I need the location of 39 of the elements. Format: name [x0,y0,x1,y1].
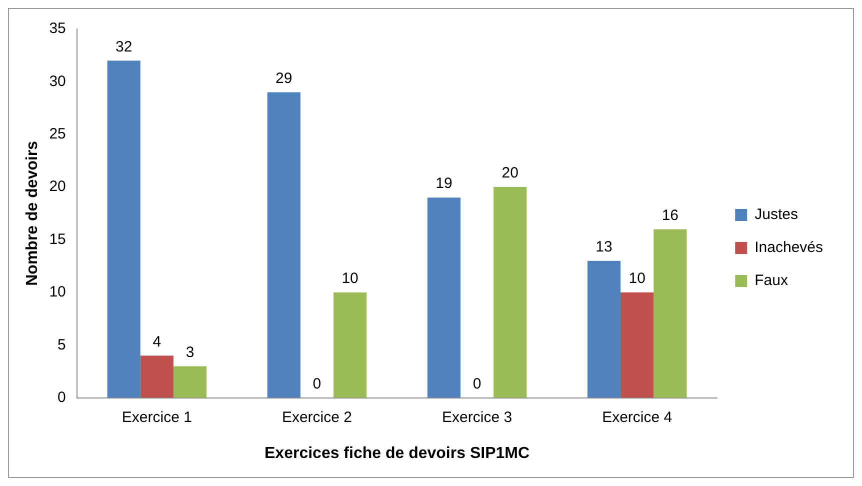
y-axis-title: Nombre de devoirs [24,140,42,286]
bar [334,292,367,398]
data-label: 19 [436,175,452,192]
y-tick-label: 0 [58,388,66,406]
bar [587,260,621,398]
x-axis-title: Exercices fiche de devoirs SIP1MC [264,444,530,462]
data-label: 10 [628,270,646,288]
legend-label: Inachevés [754,239,824,256]
data-label: 16 [662,206,679,224]
data-label: 10 [342,270,358,288]
y-tick-label: 5 [58,336,66,354]
x-tick-label: Exercice 1 [122,408,192,426]
bar [107,60,140,398]
bar [140,356,174,398]
bar [620,292,654,398]
data-label: 0 [472,375,482,392]
y-tick-label: 10 [49,284,66,301]
legend-label: Faux [754,272,788,290]
legend-label: Justes [754,206,798,224]
x-tick-label: Exercice 2 [282,408,352,426]
data-label: 20 [502,164,518,182]
data-label: 3 [186,344,194,361]
data-label: 4 [152,333,162,350]
bar [173,366,207,398]
y-tick-label: 20 [49,178,66,196]
data-label: 13 [596,238,612,256]
bar [427,198,460,398]
y-tick-label: 15 [49,230,66,248]
x-tick-label: Exercice 3 [442,408,512,426]
y-tick-label: 30 [49,72,66,90]
x-tick-label: Exercice 4 [602,408,672,426]
bar [267,92,300,398]
y-tick-label: 25 [49,126,66,143]
data-label: 29 [276,70,292,87]
data-label: 0 [312,375,322,392]
y-tick-label: 35 [49,20,66,38]
bar [494,187,527,398]
bar [654,229,687,398]
data-label: 32 [115,38,132,56]
